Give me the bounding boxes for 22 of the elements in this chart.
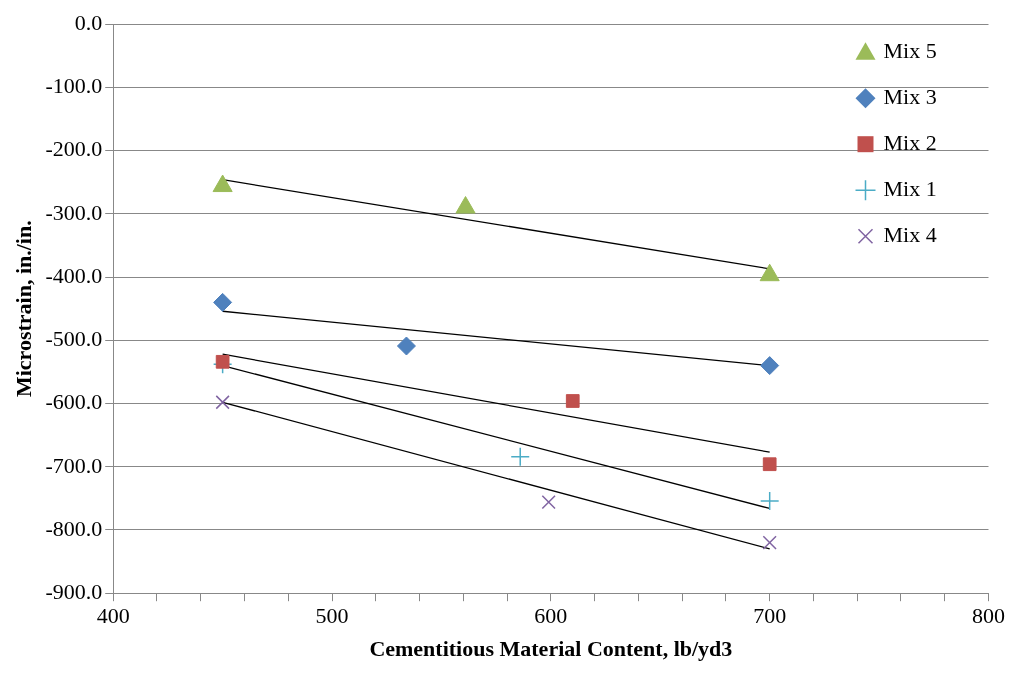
y-tick-label: -200.0 <box>45 136 103 162</box>
legend-label: Mix 5 <box>883 37 937 63</box>
y-tick-label: -800.0 <box>45 515 103 541</box>
y-tick-label: -400.0 <box>45 262 103 288</box>
x-axis-title: Cementitious Material Content, lb/yd3 <box>369 636 733 662</box>
legend-label: Mix 2 <box>883 129 937 155</box>
y-tick-label: 0.0 <box>74 9 103 35</box>
y-tick-label: -700.0 <box>45 452 103 478</box>
y-tick-label: -600.0 <box>45 389 103 415</box>
x-tick-label: 800 <box>972 603 1005 629</box>
x-tick-label: 500 <box>315 603 349 629</box>
x-tick-label: 600 <box>534 603 568 629</box>
legend-label: Mix 3 <box>883 83 937 109</box>
legend-label: Mix 4 <box>883 221 937 247</box>
y-axis-title: Microstrain, in./in. <box>10 220 36 398</box>
x-tick-label: 400 <box>96 603 130 629</box>
x-tick-label: 700 <box>753 603 787 629</box>
y-tick-label: -900.0 <box>45 578 103 604</box>
y-tick-label: -300.0 <box>45 199 103 225</box>
y-tick-label: -100.0 <box>45 73 103 99</box>
legend-label: Mix 1 <box>883 175 937 201</box>
y-tick-label: -500.0 <box>45 326 103 352</box>
